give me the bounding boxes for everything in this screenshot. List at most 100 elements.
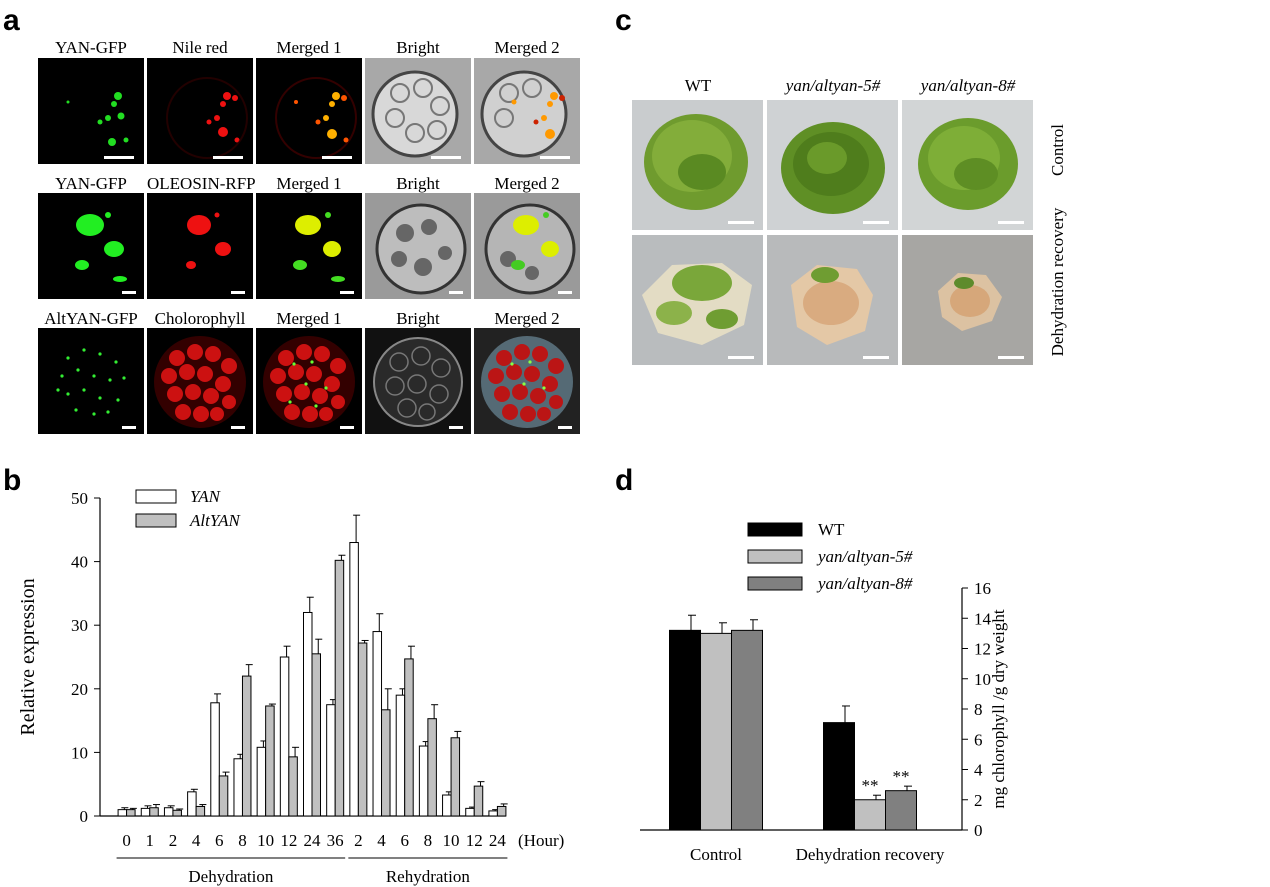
row1-label-yan-gfp: YAN-GFP	[55, 38, 127, 57]
panel-letter-a: a	[3, 4, 20, 37]
bar-series-2	[885, 790, 917, 831]
y-tick-label: 10	[974, 670, 991, 689]
x-tick-label: 2	[169, 831, 178, 850]
y-tick-label: 50	[71, 489, 88, 508]
row3-label-bright: Bright	[396, 309, 440, 328]
micrograph-altyan-gfp-3	[38, 328, 144, 434]
bar-series-1	[700, 632, 732, 831]
significance-mark: **	[862, 776, 879, 795]
chart-d-chlorophyll: 0 2 4 6 8 10 12 14 16 mg chlorophyll /g dry weigh…	[640, 520, 1008, 864]
x-tick-label: Control	[690, 845, 742, 864]
row1-label-merged2: Merged 2	[494, 38, 560, 57]
bar-yan	[210, 702, 220, 817]
x-tick-label: 6	[400, 831, 409, 850]
photo-altyan5-dehydration	[767, 235, 898, 365]
row2-label-merged2: Merged 2	[494, 174, 560, 193]
group-label: Rehydration	[386, 867, 471, 886]
row3-label-altyan-gfp: AltYAN-GFP	[44, 309, 138, 328]
legend-swatch	[747, 522, 803, 537]
y-tick-label: 2	[974, 791, 983, 810]
x-tick-label: 0	[122, 831, 131, 850]
bar-yan	[442, 794, 452, 817]
bar-altyan	[381, 709, 391, 817]
bar-altyan	[496, 805, 507, 817]
legend-swatch	[135, 489, 177, 504]
bar-yan	[372, 631, 383, 817]
x-unit-label: (Hour)	[518, 831, 564, 850]
y-tick-label: 6	[974, 730, 983, 749]
x-tick-label: 4	[192, 831, 201, 850]
x-tick-label: 12	[466, 831, 483, 850]
micrograph-oleosin-rfp-2	[147, 193, 253, 299]
bar-series-1	[854, 799, 886, 831]
photo-altyan8-dehydration	[902, 235, 1033, 365]
row1-label-nile-red: Nile red	[172, 38, 228, 57]
bar-altyan	[427, 718, 437, 817]
legend-swatch	[747, 576, 803, 591]
bar-altyan	[126, 809, 136, 817]
micrograph-merged1-2	[256, 193, 362, 299]
x-tick-label: 36	[327, 831, 344, 850]
micrograph-merged2-2	[474, 193, 580, 299]
x-tick-label: 6	[215, 831, 224, 850]
bar-yan	[187, 791, 197, 817]
bar-yan	[140, 807, 151, 817]
x-tick-label: 10	[257, 831, 274, 850]
bar-altyan	[241, 675, 252, 817]
legend-label: AltYAN	[189, 511, 241, 530]
bar-yan	[349, 542, 359, 817]
y-tick-label: 12	[974, 640, 991, 659]
micrograph-nile-red-1	[147, 58, 253, 164]
legend-swatch	[135, 513, 177, 528]
bar-yan	[395, 694, 406, 817]
y-tick-label: 10	[71, 743, 88, 762]
x-tick-label: 24	[304, 831, 322, 850]
bar-altyan	[334, 559, 345, 817]
row3-label-chlorophyll: Cholorophyll	[154, 309, 246, 328]
x-tick-label: 24	[489, 831, 507, 850]
bar-altyan	[149, 807, 159, 817]
bar-yan	[465, 807, 475, 817]
y-tick-label: 0	[974, 821, 983, 840]
y-axis-label: mg chlorophyll /g dry weight	[989, 609, 1008, 809]
row2-label-oleosin-rfp: OLEOSIN-RFP	[147, 174, 256, 193]
bar-altyan	[195, 805, 206, 817]
y-tick-label: 30	[71, 616, 88, 635]
row-label-dehydration-recovery: Dehydration recovery	[1048, 207, 1067, 357]
row2-label-merged1: Merged 1	[276, 174, 342, 193]
y-tick-label: 8	[974, 700, 983, 719]
micrograph-merged2-1	[474, 58, 580, 164]
x-tick-label: 4	[377, 831, 386, 850]
x-tick-label: 12	[280, 831, 297, 850]
photo-wt-control	[632, 100, 763, 230]
row3-label-merged1: Merged 1	[276, 309, 342, 328]
bar-yan	[163, 807, 174, 817]
bar-yan	[233, 758, 243, 817]
micrograph-yan-gfp-2	[38, 193, 144, 299]
y-tick-label: 20	[71, 680, 88, 699]
bar-altyan	[450, 737, 461, 817]
significance-mark: **	[893, 767, 910, 786]
bar-series-2	[731, 629, 763, 831]
y-tick-label: 4	[974, 761, 983, 780]
micrograph-merged2-3	[474, 328, 580, 434]
micrograph-chlorophyll-3	[147, 328, 253, 434]
bar-yan	[117, 809, 128, 817]
bar-yan	[418, 745, 429, 817]
bar-altyan	[265, 705, 275, 817]
y-axis-label: Relative expression	[17, 578, 39, 735]
bar-yan	[488, 810, 498, 817]
panel-letter-b: b	[3, 464, 22, 497]
bar-altyan	[357, 642, 368, 817]
panel-letter-c: c	[615, 4, 632, 37]
micrograph-merged1-1	[256, 58, 362, 164]
x-tick-label: 8	[238, 831, 247, 850]
y-tick-label: 14	[974, 609, 992, 628]
row2-label-bright: Bright	[396, 174, 440, 193]
legend-label: WT	[818, 520, 845, 539]
bar-altyan	[311, 653, 321, 817]
photo-wt-dehydration	[632, 235, 763, 365]
legend-label: yan/altyan-8#	[816, 574, 913, 593]
col-label-wt: WT	[684, 76, 712, 95]
